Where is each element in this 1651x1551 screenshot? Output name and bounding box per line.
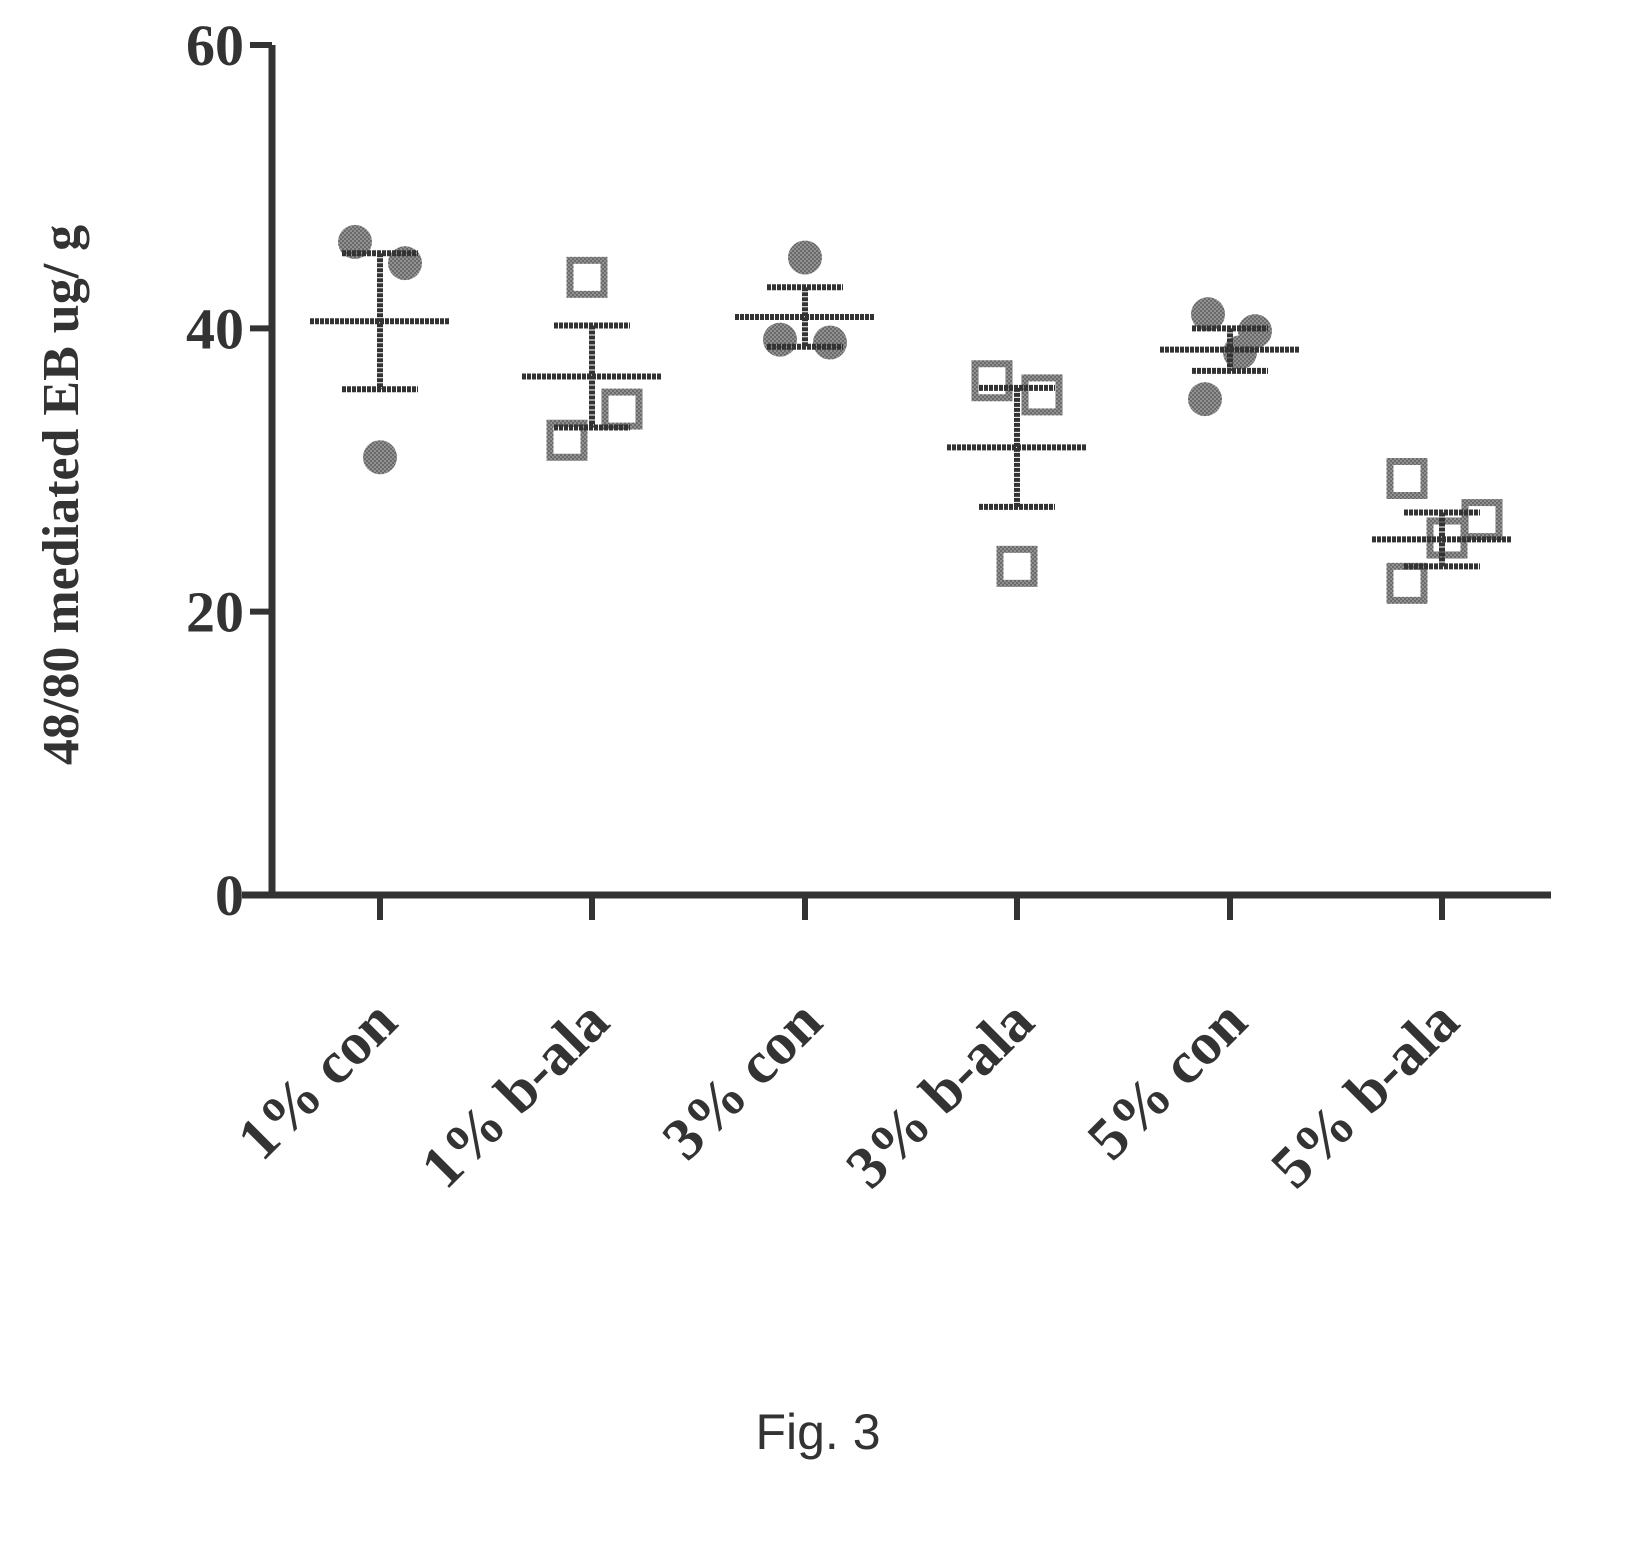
data-point — [1386, 458, 1428, 499]
group-2 — [522, 256, 662, 461]
x-ticks: 1% con 1% b-ala 3% con 3% b-ala 5% con 5% b-a… — [225, 895, 1471, 1201]
group-4 — [947, 360, 1087, 587]
data-point — [971, 360, 1013, 402]
data-point — [1386, 562, 1428, 604]
data-point — [601, 388, 643, 430]
group-6 — [1372, 458, 1512, 604]
data-point — [996, 545, 1038, 587]
data-point — [1021, 374, 1063, 416]
plot-marks — [310, 224, 1512, 604]
x-tick-label-6: 5% b-ala — [1258, 988, 1471, 1201]
y-tick-label-60: 60 — [186, 13, 244, 78]
data-point — [363, 440, 397, 475]
y-tick-label-40: 40 — [186, 296, 244, 361]
x-tick-label-3: 3% con — [650, 988, 835, 1173]
y-axis-title: 48/80 mediated EB ug/ g — [33, 225, 90, 765]
x-tick-label-1: 1% con — [225, 988, 410, 1173]
axes: 0 20 40 60 1% con 1% b-ala 3% con 3% b-ala 5% c… — [186, 13, 1551, 1200]
x-tick-label-5: 5% con — [1075, 988, 1260, 1173]
group-5 — [1160, 297, 1300, 417]
group-3 — [735, 240, 875, 360]
data-point — [813, 325, 847, 360]
y-tick-label-20: 20 — [186, 580, 244, 645]
data-point — [1191, 297, 1225, 332]
data-point — [1461, 499, 1503, 541]
group-1 — [310, 224, 450, 475]
data-point — [788, 240, 822, 275]
x-tick-label-2: 1% b-ala — [408, 988, 621, 1201]
x-tick-label-4: 3% b-ala — [833, 988, 1046, 1201]
y-ticks: 0 20 40 60 — [186, 13, 272, 928]
data-point — [763, 322, 797, 357]
data-point — [566, 256, 608, 298]
y-tick-label-0: 0 — [215, 863, 244, 928]
figure-caption: Fig. 3 — [755, 1404, 880, 1460]
data-point — [1188, 382, 1222, 417]
